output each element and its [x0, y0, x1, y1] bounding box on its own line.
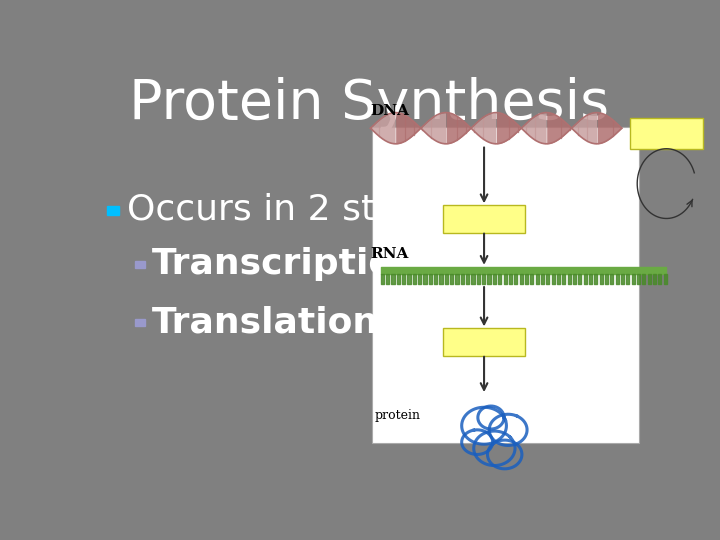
FancyBboxPatch shape: [443, 328, 526, 356]
Text: Transcription: Transcription: [457, 214, 511, 224]
Bar: [107, 206, 119, 215]
Text: Translation: Translation: [151, 306, 379, 340]
Text: DNA: DNA: [371, 104, 410, 118]
Text: Replication: Replication: [643, 129, 690, 138]
Text: Occurs in 2 steps:: Occurs in 2 steps:: [127, 193, 451, 227]
Text: Protein Synthesis: Protein Synthesis: [129, 77, 609, 131]
FancyBboxPatch shape: [372, 127, 639, 443]
Text: Transcription: Transcription: [151, 247, 419, 281]
Text: protein: protein: [375, 409, 421, 422]
Text: RNA: RNA: [371, 247, 409, 261]
FancyBboxPatch shape: [443, 205, 526, 233]
Bar: [135, 319, 145, 326]
Text: Translation: Translation: [462, 338, 507, 347]
FancyBboxPatch shape: [630, 118, 703, 148]
Bar: [135, 261, 145, 268]
